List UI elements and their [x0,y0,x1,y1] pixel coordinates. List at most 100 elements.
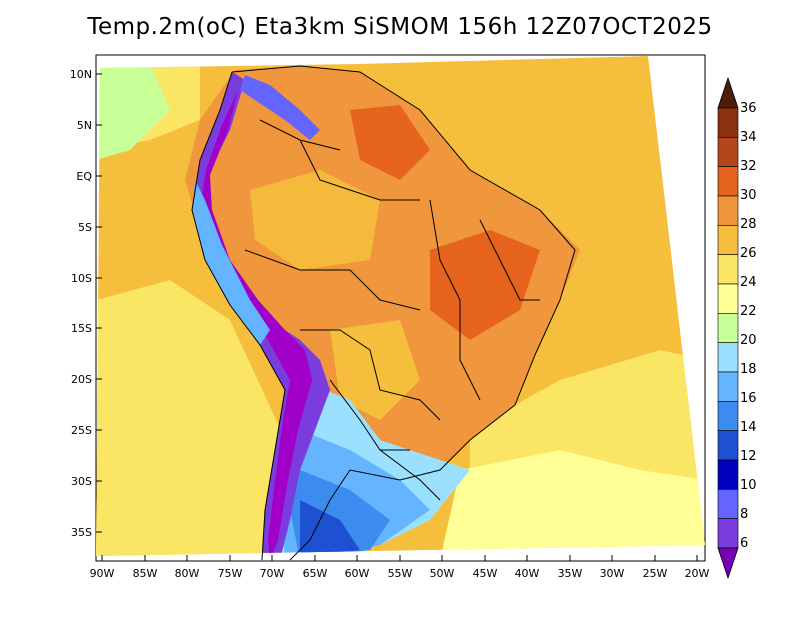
colorbar-label: 8 [740,507,748,522]
colorbar-label: 20 [740,333,757,348]
lat-label: 5S [78,221,92,234]
lon-label: 60W [345,567,370,580]
lon-label: 50W [430,567,455,580]
colorbar-cell [717,283,739,314]
colorbar-label: 6 [740,536,748,551]
lon-tick: 90W [90,555,115,580]
colorbar-cell [717,107,739,138]
colorbar-cell [717,430,739,461]
lat-axis: 10N 5N EQ 5S 10S 15S 20S 25S 30S 35S [70,68,102,539]
lat-label: 5N [77,119,92,132]
colorbar-cell [717,401,739,431]
land-hot-north [350,105,430,180]
land-warm [185,66,580,480]
lon-axis: 90W 85W 80W 75W 70W 65W 60W 55W 50W 45W … [90,555,710,580]
colorbar-cell [717,459,739,490]
land-hot-patch [430,230,540,340]
andes-west-slope [192,180,270,345]
lon-tick: 70W [260,555,285,580]
lat-tick: 25S [71,424,102,437]
lat-label: EQ [76,170,92,183]
colorbar-cell [717,371,739,402]
colorbar-cell [717,313,739,343]
colorbar-label: 16 [740,391,757,406]
lat-tick: 10N [70,68,102,81]
colorbar-label: 24 [740,275,757,290]
lon-tick: 75W [218,555,243,580]
lat-tick: 30S [71,475,102,488]
lat-label: 10S [71,272,92,285]
colorbar-cell [717,195,739,226]
lon-tick: 45W [473,555,498,580]
colorbar-label: 26 [740,246,757,261]
colorbar-cell [717,254,739,285]
colorbar: 36 34 32 30 28 26 24 22 20 18 16 14 12 1… [717,76,757,580]
land-mild-patches [250,170,380,270]
colorbar-label: 12 [740,449,757,464]
lat-label: 15S [71,322,92,335]
lon-tick: 20W [685,555,710,580]
land-coldest-south [300,500,360,556]
colorbar-cells [717,107,739,549]
colorbar-cell [717,518,739,549]
lon-label: 75W [218,567,243,580]
ocean-warm-east [540,160,700,330]
lat-label: 10N [70,68,92,81]
colorbar-label: 36 [740,101,757,116]
lon-label: 30W [600,567,625,580]
lon-label: 65W [303,567,328,580]
colorbar-label: 10 [740,478,757,493]
lat-tick: 5N [77,119,102,132]
lon-label: 35W [558,567,583,580]
lat-label: 20S [71,373,92,386]
colorbar-label: 14 [740,420,757,435]
lon-label: 55W [388,567,413,580]
colorbar-label: 34 [740,130,757,145]
lon-label: 40W [515,567,540,580]
lon-label: 20W [685,567,710,580]
lon-tick: 35W [558,555,583,580]
colorbar-below-arrow [717,547,739,580]
colorbar-label: 22 [740,304,757,319]
lon-tick: 65W [303,555,328,580]
ocean-cooler-northwest [96,64,170,160]
lon-label: 80W [175,567,200,580]
lat-tick: 10S [71,272,102,285]
lat-tick: 15S [71,322,102,335]
colorbar-labels: 36 34 32 30 28 26 24 22 20 18 16 14 12 1… [740,101,757,551]
colorbar-cell [717,342,739,373]
country-borders [191,65,576,561]
colorbar-label: 18 [740,362,757,377]
lon-tick: 85W [133,555,158,580]
map-title: Temp.2m(oC) Eta3km SiSMOM 156h 12Z07OCT2… [87,14,713,40]
lat-label: 35S [71,526,92,539]
colorbar-cell [717,489,739,519]
colorbar-cell [717,166,739,197]
colorbar-cell [717,225,739,255]
lon-tick: 30W [600,555,625,580]
lat-label: 30S [71,475,92,488]
colorbar-label: 28 [740,217,757,232]
lon-tick: 80W [175,555,200,580]
colorbar-cell [717,137,739,167]
lon-tick: 40W [515,555,540,580]
lat-tick: 5S [78,221,102,234]
lat-label: 25S [71,424,92,437]
lon-tick: 60W [345,555,370,580]
lat-tick: 35S [71,526,102,539]
temperature-field [96,56,705,556]
lat-tick: EQ [76,170,102,183]
lon-label: 85W [133,567,158,580]
colorbar-label: 30 [740,188,757,203]
lon-label: 25W [643,567,668,580]
andes-core [200,90,312,556]
ocean-cooler-southeast [440,450,705,556]
lon-label: 70W [260,567,285,580]
lon-tick: 25W [643,555,668,580]
northern-andes [240,75,320,140]
colorbar-label: 32 [740,159,757,174]
lon-tick: 55W [388,555,413,580]
colorbar-above-arrow [717,76,739,109]
lon-tick: 50W [430,555,455,580]
